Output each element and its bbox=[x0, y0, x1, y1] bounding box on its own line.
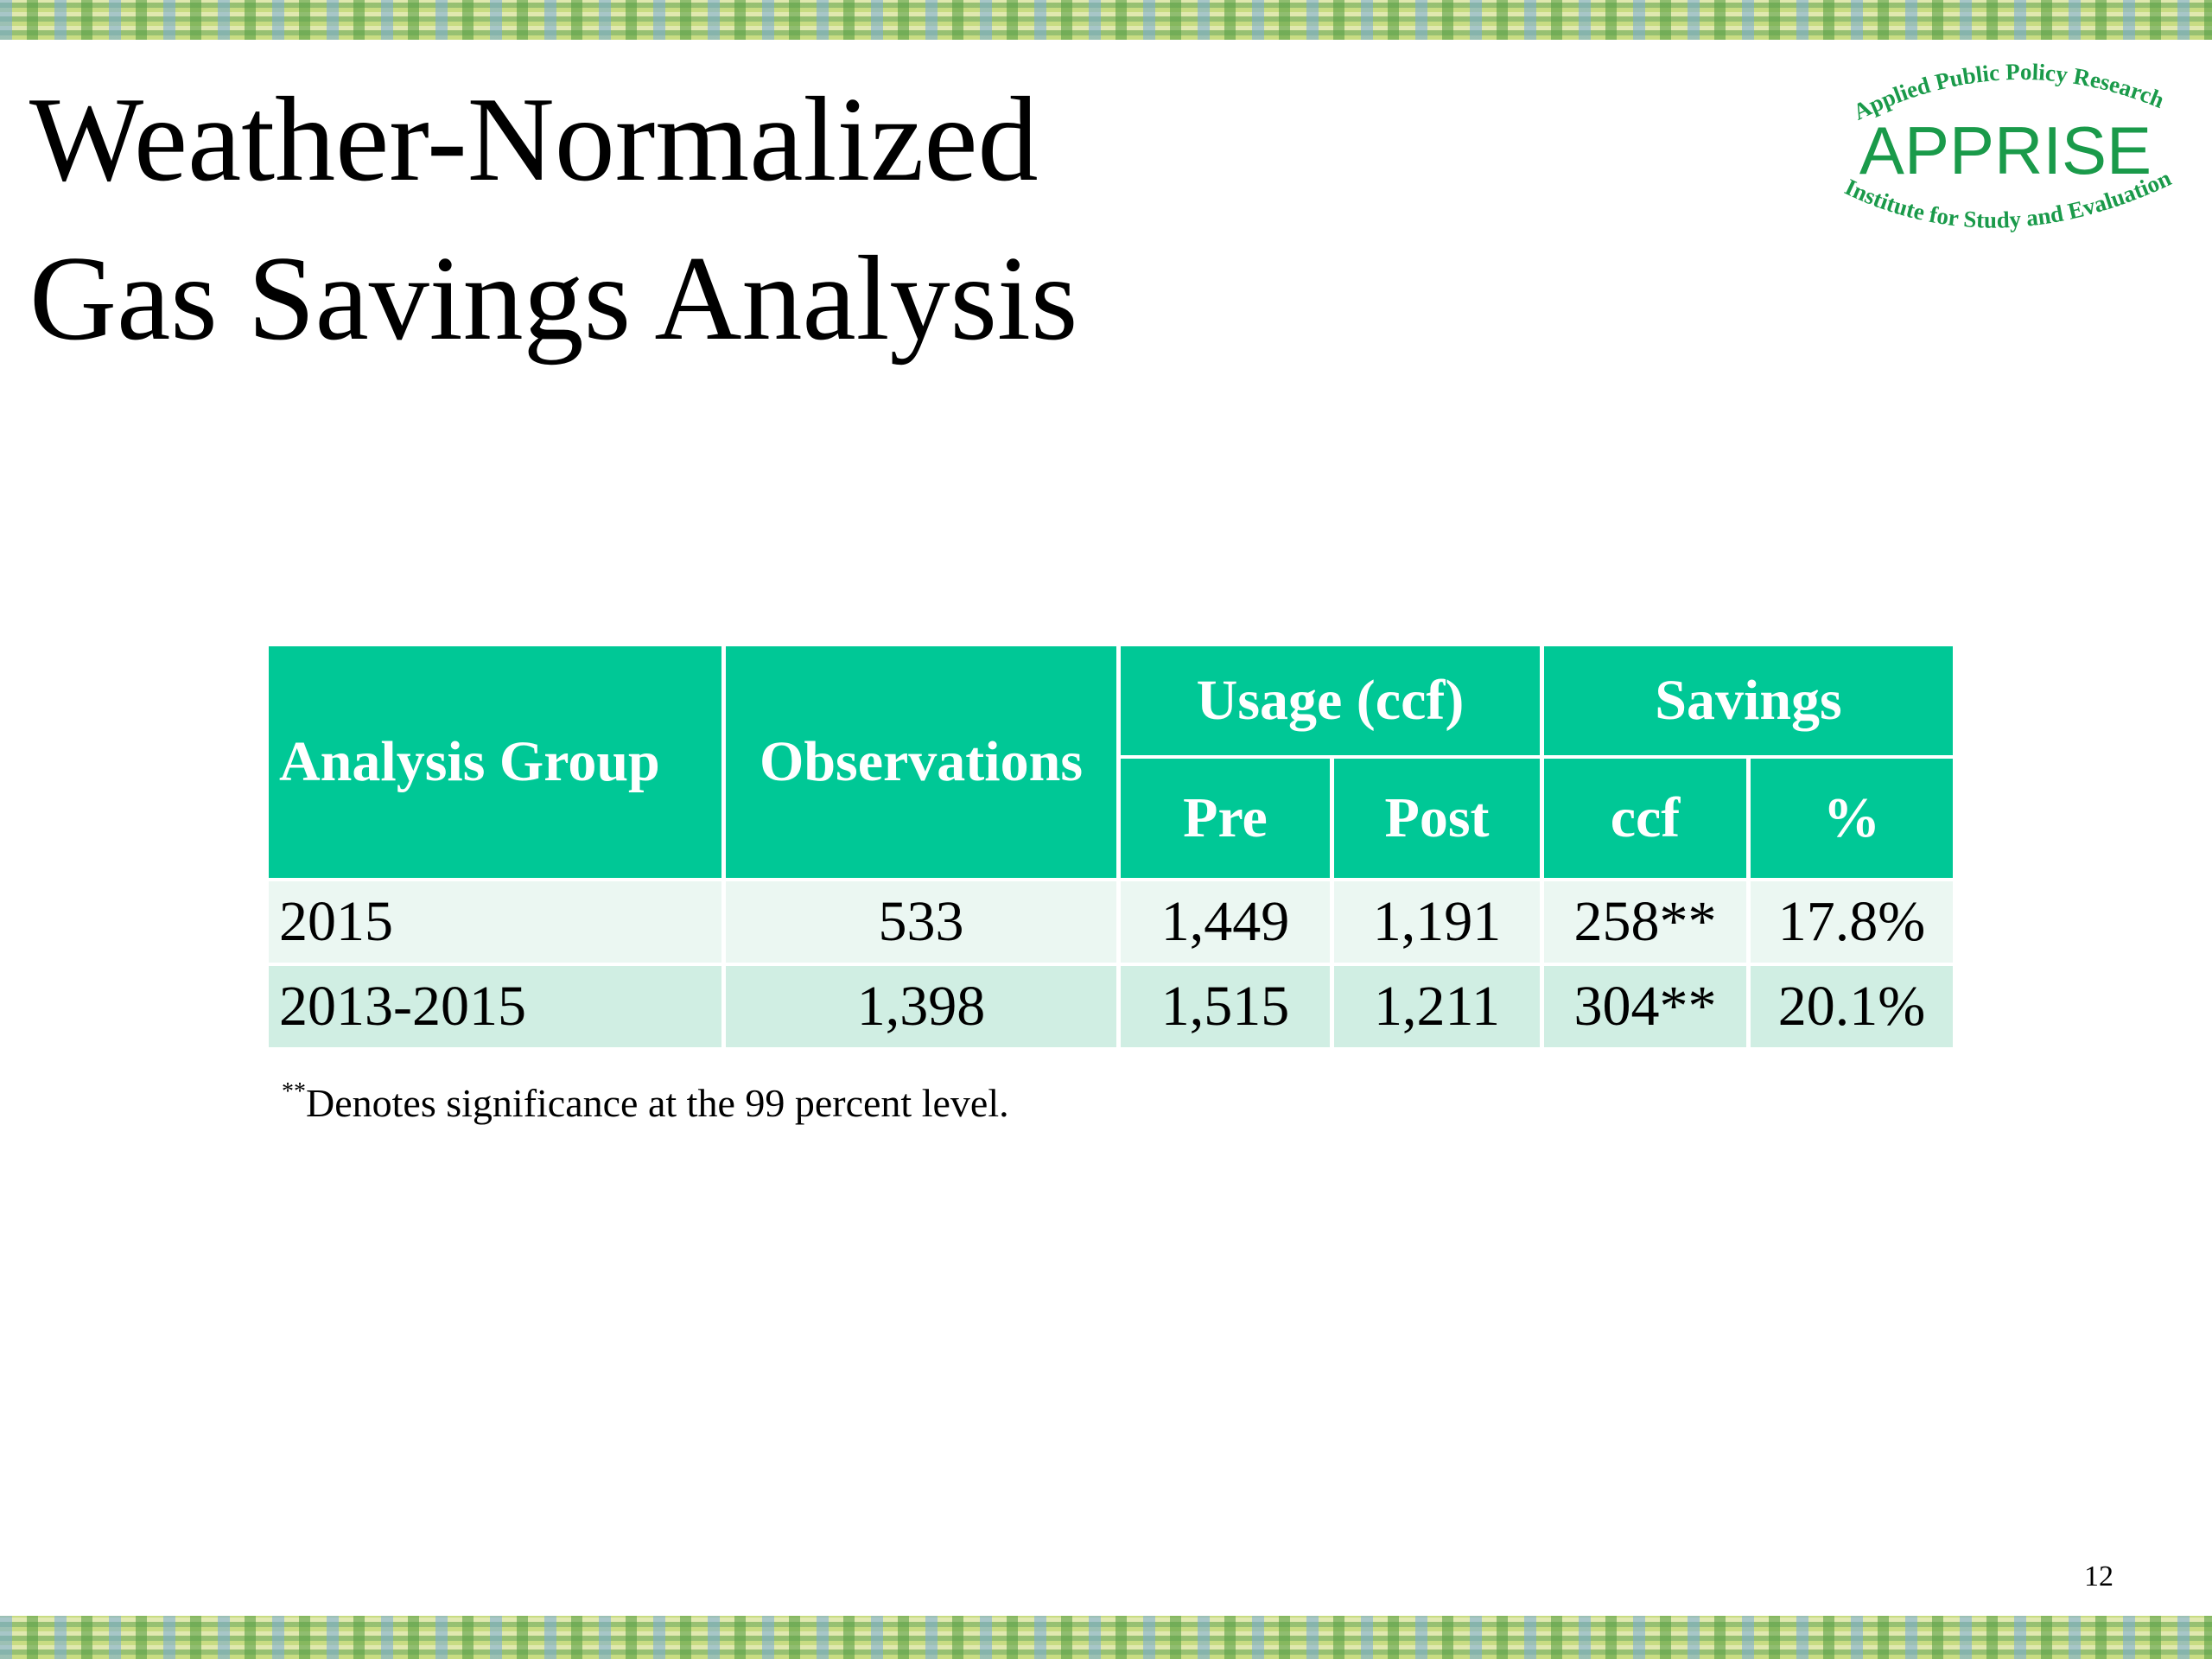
cell-savings-percent: 17.8% bbox=[1751, 881, 1953, 963]
header-savings-ccf: ccf bbox=[1544, 759, 1746, 878]
page-title: Weather-Normalized Gas Savings Analysis bbox=[29, 60, 1077, 378]
header-observations: Observations bbox=[726, 646, 1116, 878]
cell-pre: 1,515 bbox=[1121, 966, 1330, 1047]
header-post: Post bbox=[1334, 759, 1540, 878]
header-analysis-group: Analysis Group bbox=[269, 646, 721, 878]
cell-post: 1,191 bbox=[1334, 881, 1540, 963]
logo-name: APPRISE bbox=[1859, 112, 2152, 188]
table-row: 2013-2015 1,398 1,515 1,211 304** 20.1% bbox=[269, 966, 1953, 1047]
footnote-text: Denotes significance at the 99 percent l… bbox=[306, 1081, 1009, 1125]
cell-savings-ccf: 304** bbox=[1544, 966, 1746, 1047]
gas-savings-table: Analysis Group Observations Usage (ccf) … bbox=[264, 643, 1957, 1051]
decorative-top-border bbox=[0, 0, 2212, 40]
header-pre: Pre bbox=[1121, 759, 1330, 878]
table-row: 2015 533 1,449 1,191 258** 17.8% bbox=[269, 881, 1953, 963]
header-savings: Savings bbox=[1544, 646, 1953, 755]
cell-observations: 1,398 bbox=[726, 966, 1116, 1047]
page-title-line-1: Weather-Normalized bbox=[29, 73, 1039, 207]
cell-observations: 533 bbox=[726, 881, 1116, 963]
cell-post: 1,211 bbox=[1334, 966, 1540, 1047]
decorative-bottom-border bbox=[0, 1616, 2212, 1659]
cell-analysis-group: 2015 bbox=[269, 881, 721, 963]
significance-footnote: **Denotes significance at the 99 percent… bbox=[282, 1078, 1009, 1126]
footnote-marker: ** bbox=[282, 1078, 306, 1105]
page-number: 12 bbox=[2084, 1560, 2113, 1592]
cell-analysis-group: 2013-2015 bbox=[269, 966, 721, 1047]
cell-savings-ccf: 258** bbox=[1544, 881, 1746, 963]
cell-savings-percent: 20.1% bbox=[1751, 966, 1953, 1047]
header-usage: Usage (ccf) bbox=[1121, 646, 1540, 755]
apprise-logo: Applied Public Policy Research APPRISE I… bbox=[1841, 59, 2176, 233]
page-title-line-2: Gas Savings Analysis bbox=[29, 232, 1078, 365]
cell-pre: 1,449 bbox=[1121, 881, 1330, 963]
header-savings-percent: % bbox=[1751, 759, 1953, 878]
